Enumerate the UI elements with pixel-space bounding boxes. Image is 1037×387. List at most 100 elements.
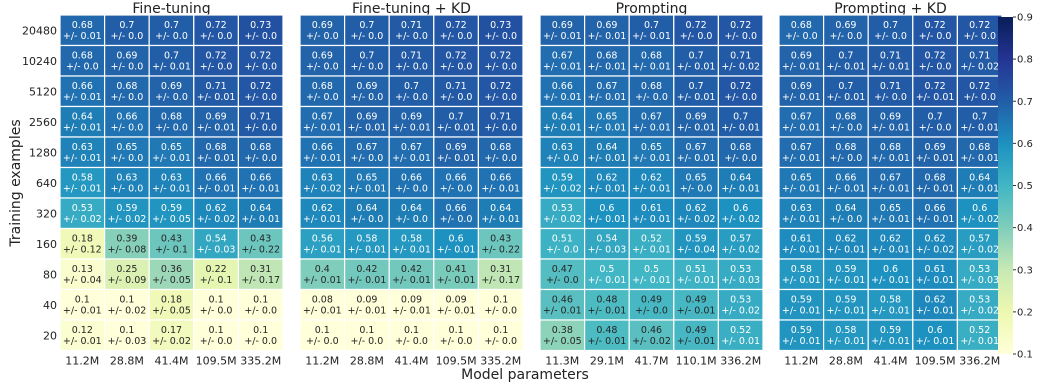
cell-value-label: 0.71 xyxy=(490,112,511,123)
cell-value-label: 0.53 xyxy=(730,264,751,275)
heatmap-cell xyxy=(539,136,586,169)
cell-value-label: 0.68 xyxy=(835,142,856,153)
heatmap-cell xyxy=(867,166,914,199)
cell-std-label: +/- 0.02 xyxy=(916,245,955,256)
cell-std-label: +/- 0.01 xyxy=(197,184,236,195)
cell-std-label: +/- 0.0 xyxy=(724,153,757,164)
heatmap-cell xyxy=(477,14,524,47)
cell-value-label: 0.7 xyxy=(644,20,659,31)
cell-std-label: +/- 0.01 xyxy=(916,184,955,195)
cell-std-label: +/- 0.01 xyxy=(632,123,671,134)
heatmap-cell xyxy=(59,75,106,108)
cell-std-label: +/- 0.02 xyxy=(960,245,999,256)
heatmap-cell xyxy=(778,105,825,138)
heatmap-cell xyxy=(237,258,284,291)
cell-std-label: +/- 0.01 xyxy=(348,184,387,195)
cell-value-label: 0.72 xyxy=(925,20,946,31)
cell-std-label: +/- 0.0 xyxy=(66,62,99,73)
heatmap-cell xyxy=(433,197,479,230)
cell-value-label: 0.1 xyxy=(493,325,508,336)
heatmap-cell xyxy=(237,136,284,169)
cell-std-label: +/- 0.02 xyxy=(632,336,671,347)
cell-std-label: +/- 0.0 xyxy=(200,31,233,42)
heatmap-cell xyxy=(477,319,524,352)
heatmap-cell xyxy=(477,44,524,77)
cell-value-label: 0.59 xyxy=(552,173,573,184)
cell-std-label: +/- 0.01 xyxy=(960,123,999,134)
cell-value-label: 0.6 xyxy=(733,203,748,214)
cell-value-label: 0.72 xyxy=(969,20,990,31)
y-tick-label: 20 xyxy=(43,329,57,342)
cell-value-label: 0.49 xyxy=(686,295,707,306)
cell-value-label: 0.25 xyxy=(116,264,137,275)
cell-std-label: +/- 0.01 xyxy=(588,336,627,347)
cell-value-label: 0.7 xyxy=(449,112,464,123)
heatmap-cell xyxy=(59,197,106,230)
heatmap-cell xyxy=(477,227,524,260)
heatmap-cell xyxy=(477,258,524,291)
cell-value-label: 0.72 xyxy=(969,81,990,92)
cell-value-label: 0.5 xyxy=(599,264,614,275)
cell-std-label: +/- 0.01 xyxy=(721,123,760,134)
cell-std-label: +/- 0.01 xyxy=(782,214,821,225)
cell-std-label: +/- 0.01 xyxy=(392,153,431,164)
cell-value-label: 0.12 xyxy=(72,325,93,336)
cell-value-label: 0.69 xyxy=(161,81,182,92)
cell-value-label: 0.5 xyxy=(644,264,659,275)
x-tick-label: 335.2M xyxy=(240,355,281,368)
cell-std-label: +/- 0.0 xyxy=(785,31,818,42)
cell-std-label: +/- 0.01 xyxy=(152,62,191,73)
heatmap-cell xyxy=(103,227,150,260)
cell-value-label: 0.69 xyxy=(596,20,617,31)
cell-std-label: +/- 0.02 xyxy=(543,184,582,195)
cell-value-label: 0.43 xyxy=(250,234,271,245)
cell-value-label: 0.48 xyxy=(596,295,617,306)
cell-std-label: +/- 0.01 xyxy=(632,31,671,42)
heatmap-cell xyxy=(477,105,524,138)
cell-std-label: +/- 0.0 xyxy=(440,214,473,225)
cell-value-label: 0.63 xyxy=(312,173,333,184)
cell-value-label: 0.67 xyxy=(401,142,422,153)
cell-value-label: 0.65 xyxy=(880,203,901,214)
cell-value-label: 0.7 xyxy=(838,81,853,92)
cell-value-label: 0.69 xyxy=(686,112,707,123)
cell-std-label: +/- 0.22 xyxy=(481,245,520,256)
heatmap-cell xyxy=(912,288,958,321)
cell-std-label: +/- 0.01 xyxy=(543,62,582,73)
cell-value-label: 0.7 xyxy=(883,20,898,31)
cell-value-label: 0.68 xyxy=(791,20,812,31)
cell-std-label: +/- 0.02 xyxy=(721,306,760,317)
cell-value-label: 0.65 xyxy=(161,142,182,153)
cell-std-label: +/- 0.0 xyxy=(395,336,428,347)
cell-std-label: +/- 0.01 xyxy=(960,184,999,195)
y-tick-label: 5120 xyxy=(29,85,57,98)
cell-value-label: 0.7 xyxy=(689,51,704,62)
cell-std-label: +/- 0.02 xyxy=(152,336,191,347)
cell-std-label: +/- 0.01 xyxy=(916,92,955,103)
cell-std-label: +/- 0.01 xyxy=(63,306,102,317)
cell-value-label: 0.59 xyxy=(686,234,707,245)
heatmap-cell xyxy=(299,44,346,77)
cell-std-label: +/- 0.01 xyxy=(303,123,342,134)
cell-value-label: 0.72 xyxy=(206,51,227,62)
y-tick-label: 20480 xyxy=(22,24,57,37)
cell-std-label: +/- 0.01 xyxy=(827,62,866,73)
cell-std-label: +/- 0.09 xyxy=(108,275,147,286)
cell-value-label: 0.13 xyxy=(72,264,93,275)
heatmap-cell xyxy=(673,258,719,291)
heatmap-cell xyxy=(822,14,869,47)
cell-value-label: 0.67 xyxy=(641,112,662,123)
cell-value-label: 0.65 xyxy=(686,173,707,184)
heatmap-cell xyxy=(583,227,630,260)
cell-std-label: +/- 0.03 xyxy=(960,275,999,286)
cell-value-label: 0.1 xyxy=(404,325,419,336)
x-tick-label: 109.5M xyxy=(436,355,477,368)
heatmap-cell xyxy=(344,258,390,291)
cell-value-label: 0.62 xyxy=(835,234,856,245)
cell-std-label: +/- 0.0 xyxy=(724,31,757,42)
cell-value-label: 0.63 xyxy=(791,203,812,214)
cell-std-label: +/- 0.0 xyxy=(244,306,277,317)
cell-std-label: +/- 0.0 xyxy=(484,62,517,73)
cell-value-label: 0.72 xyxy=(730,81,751,92)
